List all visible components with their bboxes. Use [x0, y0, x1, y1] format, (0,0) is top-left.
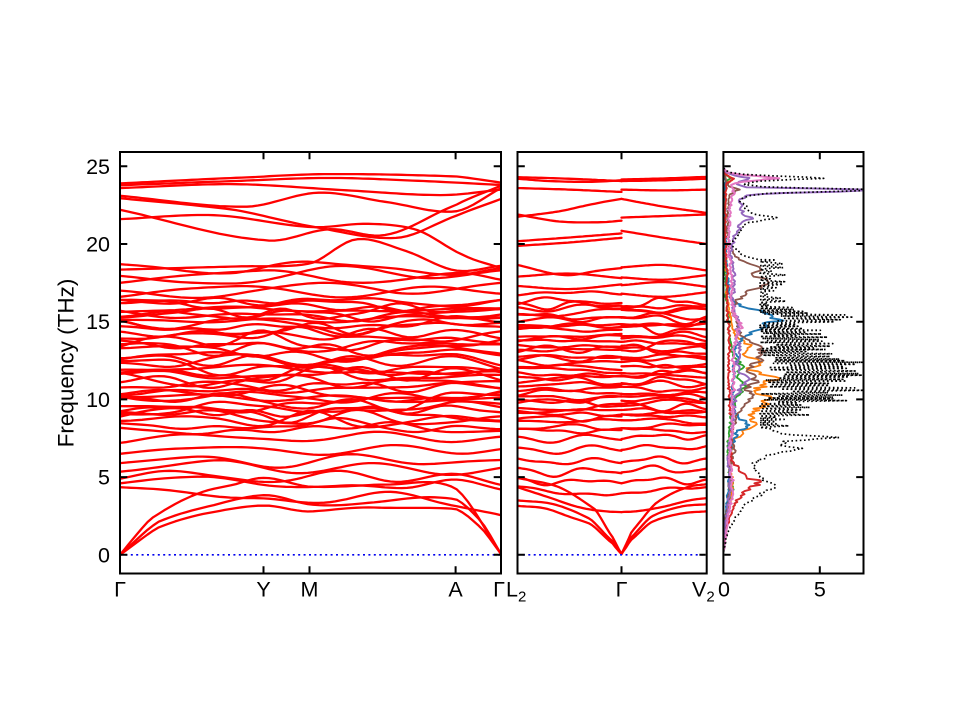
svg-text:5: 5: [814, 578, 826, 602]
svg-text:Frequency (THz): Frequency (THz): [54, 279, 79, 448]
svg-text:M: M: [301, 578, 319, 602]
svg-text:0: 0: [718, 578, 730, 602]
svg-text:Y: Y: [256, 578, 270, 602]
svg-text:15: 15: [86, 310, 110, 334]
svg-text:10: 10: [86, 388, 110, 412]
svg-text:5: 5: [98, 466, 110, 490]
svg-text:Γ: Γ: [493, 578, 505, 602]
svg-text:20: 20: [86, 233, 110, 257]
svg-text:A: A: [448, 578, 463, 602]
svg-text:0: 0: [98, 543, 110, 567]
svg-text:25: 25: [86, 155, 110, 179]
svg-text:Γ: Γ: [616, 578, 628, 602]
svg-text:Γ: Γ: [114, 578, 126, 602]
